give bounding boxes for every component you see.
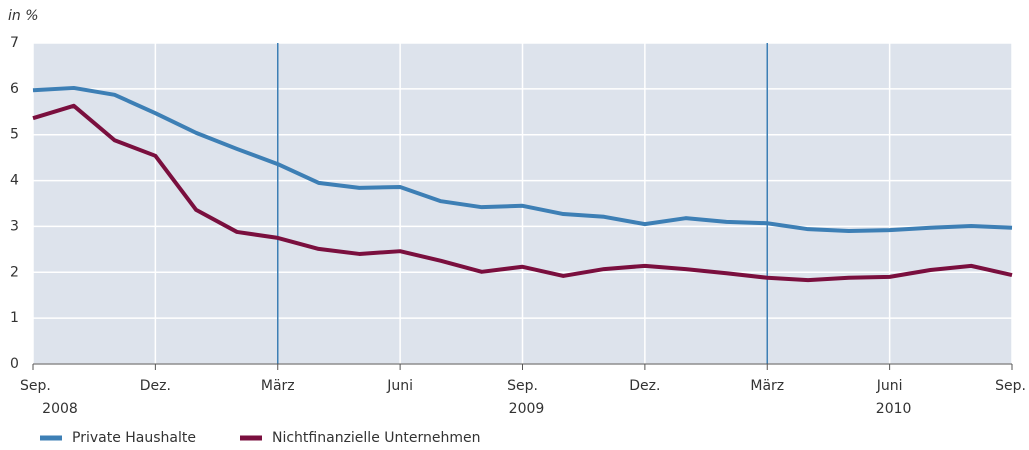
y-tick-label: 2 xyxy=(10,264,19,280)
y-tick-label: 0 xyxy=(10,356,19,372)
x-tick-label: März xyxy=(750,378,784,394)
x-tick-label: Juni xyxy=(386,378,413,394)
legend-label: Nichtfinanzielle Unternehmen xyxy=(272,430,480,446)
x-tick-label: Dez. xyxy=(629,378,660,394)
y-tick-label: 7 xyxy=(10,35,19,51)
x-tick-label: März xyxy=(261,378,295,394)
line-series xyxy=(32,85,1013,234)
x-tick-label: Juni xyxy=(876,378,903,394)
y-tick-label: 6 xyxy=(10,81,19,97)
legend-label: Private Haushalte xyxy=(72,430,196,446)
x-tick-label: Sep. xyxy=(20,378,51,394)
x-tick-label: Dez. xyxy=(140,378,171,394)
year-label: 2010 xyxy=(876,401,912,417)
x-tick-label: Sep. xyxy=(995,378,1026,394)
x-tick-label: Sep. xyxy=(507,378,538,394)
y-tick-label: 5 xyxy=(10,127,19,143)
y-tick-label: 1 xyxy=(10,310,19,326)
year-label: 2009 xyxy=(509,401,545,417)
year-label: 2008 xyxy=(42,401,78,417)
y-axis-label: in % xyxy=(8,8,39,24)
line-series xyxy=(32,103,1013,283)
y-tick-label: 4 xyxy=(10,173,19,189)
y-tick-label: 3 xyxy=(10,218,19,234)
